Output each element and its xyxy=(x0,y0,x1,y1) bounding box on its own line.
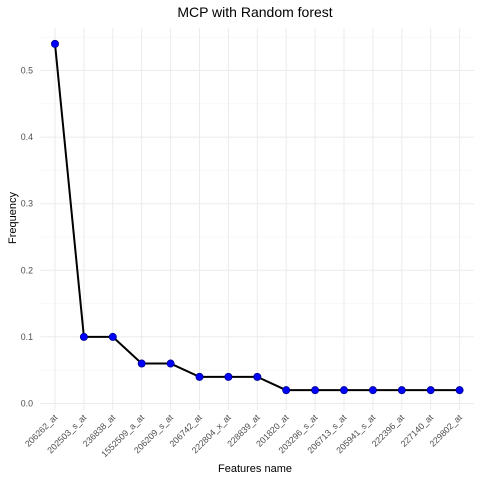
y-tick-label: 0.0 xyxy=(21,399,33,409)
data-point xyxy=(311,386,320,395)
data-point xyxy=(455,386,464,395)
data-point xyxy=(339,386,348,395)
data-point xyxy=(51,39,60,48)
y-tick-label: 0.2 xyxy=(21,265,33,275)
data-point xyxy=(397,386,406,395)
y-tick-label: 0.3 xyxy=(21,199,33,209)
data-point xyxy=(195,372,204,381)
x-axis-ticks: 206262_at202503_s_at236838_at1552509_a_a… xyxy=(23,412,464,459)
data-point xyxy=(368,386,377,395)
y-axis-title: Frequency xyxy=(7,192,19,244)
grid-lines xyxy=(40,28,474,410)
y-tick-label: 0.5 xyxy=(21,66,33,76)
y-axis-ticks: 0.0 0.1 0.2 0.3 0.4 0.5 xyxy=(21,66,33,409)
data-point xyxy=(166,359,175,368)
data-point xyxy=(108,332,117,341)
y-tick-label: 0.4 xyxy=(21,132,33,142)
data-point xyxy=(426,386,435,395)
data-points xyxy=(51,39,464,395)
data-point xyxy=(253,372,262,381)
y-tick-label: 0.1 xyxy=(21,332,33,342)
data-point xyxy=(282,386,291,395)
data-point xyxy=(224,372,233,381)
data-point xyxy=(137,359,146,368)
data-point xyxy=(79,332,88,341)
x-axis-title: Features name xyxy=(218,463,292,475)
chart-title: MCP with Random forest xyxy=(177,4,332,20)
